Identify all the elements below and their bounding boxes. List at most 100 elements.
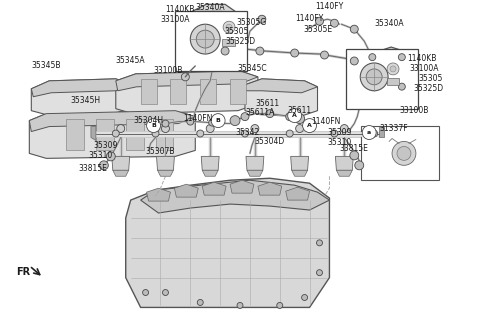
Circle shape <box>316 270 323 276</box>
Circle shape <box>398 54 405 61</box>
Text: 33100A: 33100A <box>161 15 190 24</box>
Polygon shape <box>379 127 384 137</box>
Circle shape <box>163 290 168 296</box>
Circle shape <box>331 130 338 137</box>
Polygon shape <box>116 71 258 113</box>
Text: 1140FY: 1140FY <box>295 14 324 23</box>
Circle shape <box>211 113 225 128</box>
Text: 35345A: 35345A <box>116 56 145 66</box>
Polygon shape <box>387 78 399 85</box>
Text: 35345B: 35345B <box>32 61 61 71</box>
Text: 35325D: 35325D <box>414 84 444 93</box>
Polygon shape <box>170 79 186 104</box>
Circle shape <box>376 58 398 80</box>
Circle shape <box>316 240 323 246</box>
Text: 35611: 35611 <box>288 106 312 115</box>
Circle shape <box>190 24 220 54</box>
Circle shape <box>143 290 149 296</box>
Circle shape <box>288 109 301 123</box>
Circle shape <box>226 24 232 30</box>
Text: 35325D: 35325D <box>225 37 255 46</box>
Circle shape <box>266 110 274 118</box>
Polygon shape <box>247 170 263 176</box>
Circle shape <box>286 113 294 121</box>
Circle shape <box>209 119 216 126</box>
Polygon shape <box>31 79 131 97</box>
Text: 35340A: 35340A <box>195 3 225 12</box>
Polygon shape <box>141 79 156 104</box>
Text: 33100A: 33100A <box>409 64 439 73</box>
Circle shape <box>146 119 160 133</box>
Text: 33815E: 33815E <box>79 164 108 173</box>
Text: 31337F: 31337F <box>380 124 408 133</box>
Circle shape <box>369 54 376 61</box>
Polygon shape <box>157 170 173 176</box>
Text: 35307B: 35307B <box>146 147 175 156</box>
Polygon shape <box>116 71 258 91</box>
Circle shape <box>117 125 125 133</box>
Polygon shape <box>336 170 352 176</box>
Circle shape <box>237 302 243 308</box>
Text: B: B <box>216 118 221 123</box>
Polygon shape <box>29 111 195 158</box>
Text: FR: FR <box>16 267 30 277</box>
Circle shape <box>369 83 376 90</box>
Polygon shape <box>258 182 282 195</box>
Text: 1140FN: 1140FN <box>311 117 340 126</box>
Bar <box>347 49 418 109</box>
Circle shape <box>230 116 240 126</box>
Polygon shape <box>126 178 329 307</box>
Polygon shape <box>141 180 329 213</box>
Text: 35310: 35310 <box>89 151 113 160</box>
Polygon shape <box>156 156 174 170</box>
Circle shape <box>221 47 229 55</box>
Polygon shape <box>245 79 317 93</box>
Polygon shape <box>292 170 308 176</box>
Circle shape <box>152 130 159 137</box>
Polygon shape <box>29 111 195 132</box>
Circle shape <box>360 63 388 91</box>
Circle shape <box>350 151 359 160</box>
Circle shape <box>258 15 266 23</box>
Polygon shape <box>174 184 198 197</box>
Polygon shape <box>201 156 219 170</box>
Circle shape <box>241 113 249 121</box>
Circle shape <box>302 119 316 133</box>
Text: a: a <box>367 130 371 135</box>
Text: 35304D: 35304D <box>255 137 285 146</box>
Circle shape <box>295 113 305 124</box>
Polygon shape <box>156 119 173 151</box>
Polygon shape <box>202 170 218 176</box>
Polygon shape <box>291 156 309 170</box>
Polygon shape <box>200 79 216 104</box>
Circle shape <box>223 21 235 33</box>
Text: 35611: 35611 <box>256 99 280 108</box>
Circle shape <box>112 130 119 137</box>
Text: 35340A: 35340A <box>374 19 404 28</box>
Polygon shape <box>364 47 412 93</box>
Polygon shape <box>185 11 232 37</box>
Text: 35304H: 35304H <box>133 116 164 125</box>
Polygon shape <box>222 39 235 46</box>
Circle shape <box>362 126 376 139</box>
Text: 35342: 35342 <box>236 128 260 137</box>
Circle shape <box>369 51 405 87</box>
Polygon shape <box>192 4 235 41</box>
Text: 35310: 35310 <box>327 138 351 147</box>
Circle shape <box>350 25 358 33</box>
Bar <box>175 11 247 71</box>
Text: 33100B: 33100B <box>154 66 183 75</box>
Text: 35345H: 35345H <box>71 96 101 105</box>
Text: 35305E: 35305E <box>303 25 332 34</box>
Circle shape <box>181 73 189 81</box>
Polygon shape <box>245 79 317 117</box>
Text: 35305G: 35305G <box>237 18 267 27</box>
Circle shape <box>390 66 396 72</box>
Polygon shape <box>113 170 129 176</box>
Text: 35309: 35309 <box>327 128 351 137</box>
Polygon shape <box>112 156 130 170</box>
Text: 35611A: 35611A <box>245 108 275 117</box>
Circle shape <box>251 125 259 133</box>
Polygon shape <box>202 182 226 195</box>
Circle shape <box>203 11 223 31</box>
